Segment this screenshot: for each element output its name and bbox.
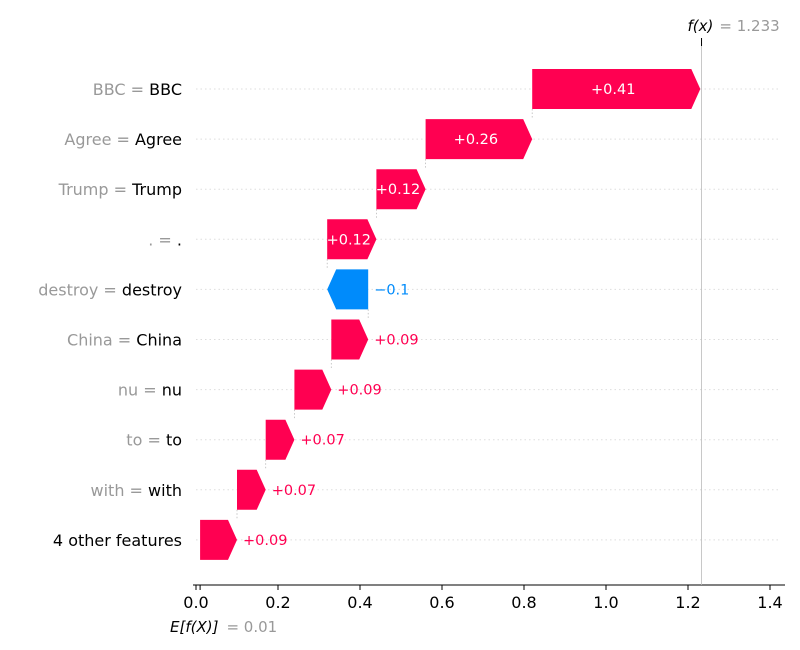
x-tick-label: 0.0 xyxy=(183,593,208,612)
feature-value: 4 other features xyxy=(53,531,182,550)
feature-name: Agree = xyxy=(64,130,135,149)
bar-with xyxy=(237,469,266,510)
feature-value: China xyxy=(136,331,182,350)
x-axis: 0.0 0.2 0.4 0.6 0.8 1.0 1.2 1.4 E[f(X)] = 0.01 xyxy=(170,584,785,636)
bar-value-label: +0.12 xyxy=(376,182,420,198)
x-tick-label: 0.6 xyxy=(429,593,454,612)
output-value-label: f(x) = 1.233 xyxy=(688,17,780,35)
feature-label: Trump = Trump xyxy=(58,180,182,199)
base-value-label: E[f(X)] = 0.01 xyxy=(170,618,277,636)
base-value-prefix: E[f(X)] xyxy=(170,618,219,636)
feature-name: Trump = xyxy=(58,180,132,199)
feature-label: to = to xyxy=(126,431,182,450)
x-tick-label: 1.0 xyxy=(593,593,618,612)
bar-4-other-features xyxy=(200,519,237,560)
bar-value-label: +0.12 xyxy=(327,232,371,248)
bar-value-label: +0.09 xyxy=(337,383,381,399)
feature-name: China = xyxy=(67,331,136,350)
feature-value: . xyxy=(177,230,182,249)
bar-value-label: +0.09 xyxy=(374,333,418,349)
bar-agree xyxy=(425,119,533,160)
feature-value: to xyxy=(166,431,182,450)
feature-name: with = xyxy=(91,481,149,500)
x-tick-label: 1.2 xyxy=(675,593,700,612)
bar-- xyxy=(327,219,377,260)
x-tick-label: 1.4 xyxy=(757,593,782,612)
x-tick-label: 0.8 xyxy=(511,593,536,612)
bar-trump xyxy=(376,169,426,210)
feature-name: . = xyxy=(148,230,177,249)
feature-value: BBC xyxy=(149,80,182,99)
feature-value: Trump xyxy=(131,180,182,199)
bar-value-label: +0.09 xyxy=(243,533,287,549)
bar-to xyxy=(265,419,295,460)
feature-name: destroy = xyxy=(38,280,122,299)
feature-label: China = China xyxy=(67,331,182,350)
feature-label: nu = nu xyxy=(118,381,182,400)
feature-label: 4 other features xyxy=(53,531,182,550)
bar-value-label: +0.07 xyxy=(272,483,316,499)
feature-bars xyxy=(200,69,701,560)
feature-value: with xyxy=(148,481,182,500)
bar-bbc xyxy=(532,69,701,109)
feature-label: BBC = BBC xyxy=(93,80,182,99)
bar-value-label: −0.1 xyxy=(374,282,409,298)
bar-destroy xyxy=(327,269,369,310)
feature-name: nu = xyxy=(118,381,162,400)
output-value-prefix: f(x) xyxy=(688,17,714,35)
base-value-number: = 0.01 xyxy=(226,618,277,636)
feature-label: destroy = destroy xyxy=(38,280,182,299)
bar-china xyxy=(331,319,369,360)
feature-value: Agree xyxy=(135,130,182,149)
feature-label: . = . xyxy=(148,230,182,249)
bar-value-label: +0.41 xyxy=(591,82,635,98)
feature-label: Agree = Agree xyxy=(64,130,182,149)
feature-name: BBC = xyxy=(93,80,149,99)
feature-name: to = xyxy=(126,431,166,450)
feature-labels: +0.41 BBC = BBC +0.26 Agree = Agree +0.12 Tru… xyxy=(38,80,635,550)
feature-value: destroy xyxy=(122,280,182,299)
bar-value-label: +0.07 xyxy=(300,433,344,449)
output-value-number: = 1.233 xyxy=(719,17,779,35)
feature-value: nu xyxy=(162,381,182,400)
bar-value-label: +0.26 xyxy=(454,132,498,148)
bar-nu xyxy=(294,369,332,410)
output-value-marker: f(x) = 1.233 xyxy=(688,17,780,585)
feature-label: with = with xyxy=(91,481,182,500)
x-tick-label: 0.4 xyxy=(347,593,372,612)
x-tick-label: 0.2 xyxy=(265,593,290,612)
